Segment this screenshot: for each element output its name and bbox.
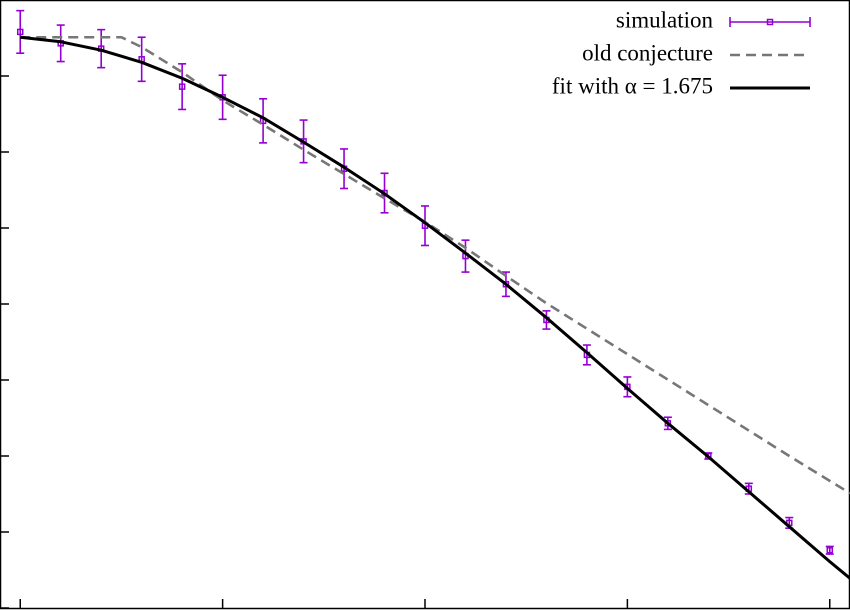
error-bar <box>16 9 25 55</box>
data-point <box>664 420 672 427</box>
legend-label: old conjecture <box>582 40 713 65</box>
error-bar <box>582 344 591 366</box>
series-line <box>20 35 850 495</box>
error-bar <box>178 63 187 111</box>
series-line <box>20 35 850 580</box>
error-bar <box>259 98 268 144</box>
data-point <box>502 280 510 288</box>
data-point <box>16 28 24 36</box>
error-bar <box>137 36 146 83</box>
legend-swatch <box>766 18 774 26</box>
data-point <box>178 83 186 90</box>
legend-label: simulation <box>616 7 714 32</box>
legend-label: fit with α = 1.675 <box>552 73 713 98</box>
data-point <box>826 546 834 554</box>
error-bar <box>461 239 470 273</box>
error-bar <box>542 310 551 330</box>
error-bar <box>421 205 429 247</box>
